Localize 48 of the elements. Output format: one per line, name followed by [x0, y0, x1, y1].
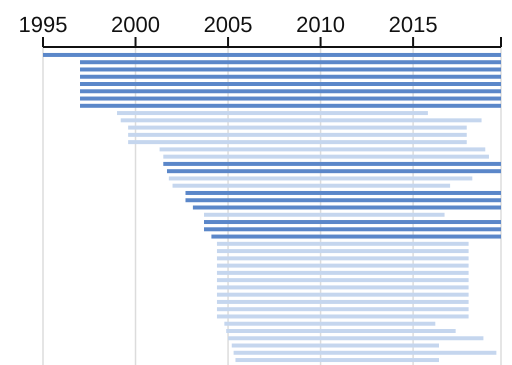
bar: [234, 350, 496, 355]
bar: [80, 89, 501, 94]
bar: [228, 336, 484, 340]
bar: [235, 358, 440, 362]
bar: [192, 206, 501, 210]
bar: [128, 140, 467, 144]
bar: [216, 249, 469, 254]
bar: [166, 169, 501, 174]
bar: [216, 278, 469, 282]
bar: [216, 256, 469, 260]
x-tick-label: 2005: [204, 12, 253, 37]
bar: [80, 74, 501, 79]
bar: [211, 234, 501, 239]
bar: [128, 126, 467, 130]
bar: [216, 264, 469, 268]
bar: [216, 314, 469, 318]
bar: [80, 60, 501, 64]
bar: [168, 176, 472, 180]
bar: [226, 328, 456, 333]
bar: [204, 212, 445, 217]
bar: [80, 104, 501, 108]
bar: [204, 227, 501, 232]
bar: [160, 147, 486, 152]
bar: [216, 300, 469, 304]
bar: [80, 96, 501, 101]
bar: [80, 67, 501, 72]
bar: [172, 184, 450, 188]
x-tick-label: 2015: [388, 12, 438, 37]
bar: [185, 198, 501, 202]
bar: [232, 344, 440, 348]
bar: [43, 52, 501, 57]
bar: [224, 322, 436, 326]
bar: [216, 242, 469, 246]
bar: [216, 285, 469, 290]
bar: [128, 132, 467, 137]
bar: [163, 162, 501, 166]
bar: [216, 292, 469, 297]
x-tick-label: 2010: [296, 12, 346, 37]
x-tick-label: 2000: [111, 12, 160, 37]
bar: [120, 118, 482, 122]
bar: [216, 307, 469, 312]
bar: [185, 190, 501, 195]
bar: [117, 111, 428, 116]
bar: [204, 220, 501, 224]
bar: [216, 270, 469, 275]
bar: [80, 82, 501, 86]
x-tick-label: 1995: [18, 12, 68, 37]
bar: [163, 154, 489, 159]
